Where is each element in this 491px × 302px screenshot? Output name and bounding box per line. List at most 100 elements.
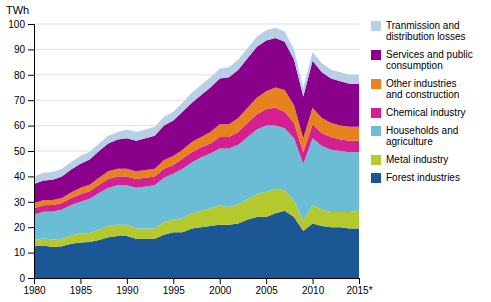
y-axis: 0 10 20 30 40 50 60 70 80 90 100 bbox=[8, 19, 34, 284]
legend-label-line: Tranmission and bbox=[386, 20, 460, 31]
y-tick-mark bbox=[28, 75, 34, 76]
y-tick-mark bbox=[28, 176, 34, 177]
chart: 1980 1985 1990 1995 2000 2005 2010 2015* 0 10 20 30… bbox=[0, 0, 491, 302]
y-tick-mark bbox=[28, 126, 34, 127]
area bbox=[34, 28, 359, 184]
y-tick-label: 70 bbox=[14, 95, 26, 106]
y-tick-mark bbox=[28, 24, 34, 25]
y-tick: 90 bbox=[14, 44, 34, 55]
x-axis: 1980 1985 1990 1995 2000 2005 2010 2015* bbox=[23, 278, 372, 296]
legend-item: Households andagriculture bbox=[371, 125, 458, 147]
x-tick-mark bbox=[313, 278, 314, 284]
y-tick: 60 bbox=[14, 120, 34, 131]
legend-label: Metal industry bbox=[386, 154, 448, 165]
y-tick-mark bbox=[28, 253, 34, 254]
legend-label-line: Households and bbox=[386, 125, 458, 136]
x-tick-mark bbox=[359, 278, 360, 284]
legend-label: Tranmission anddistribution losses bbox=[386, 20, 465, 42]
y-tick: 30 bbox=[14, 197, 34, 208]
y-tick-label: 10 bbox=[14, 247, 26, 258]
plot: 1980 1985 1990 1995 2000 2005 2010 2015* 0 10 20 30… bbox=[8, 19, 372, 296]
legend-label-line: distribution losses bbox=[386, 31, 465, 42]
y-tick-label: 80 bbox=[14, 70, 26, 81]
legend-label: Households andagriculture bbox=[386, 125, 458, 147]
legend-label-line: Chemical industry bbox=[386, 107, 465, 118]
legend-item: Forest industries bbox=[371, 172, 460, 183]
x-tick: 2000 bbox=[209, 278, 232, 296]
x-tick: 1990 bbox=[116, 278, 139, 296]
x-tick-label: 1995 bbox=[163, 285, 186, 296]
legend-swatch bbox=[371, 79, 381, 89]
y-tick-label: 40 bbox=[14, 171, 26, 182]
y-tick: 80 bbox=[14, 70, 34, 81]
legend-label: Services and publicconsumption bbox=[386, 49, 473, 71]
legend-label-line: Other industries bbox=[386, 78, 457, 89]
legend-item: Tranmission anddistribution losses bbox=[371, 20, 465, 42]
y-tick: 40 bbox=[14, 171, 34, 182]
legend-label-line: and construction bbox=[386, 89, 459, 100]
x-tick: 1985 bbox=[70, 278, 93, 296]
y-axis-line bbox=[28, 25, 35, 279]
x-axis-line bbox=[35, 279, 360, 285]
y-tick-label: 0 bbox=[19, 273, 25, 284]
x-tick-label: 1990 bbox=[116, 285, 139, 296]
x-tick: 1995 bbox=[163, 278, 186, 296]
x-tick-label: 2015* bbox=[346, 285, 372, 296]
y-tick: 0 bbox=[19, 273, 34, 284]
y-tick-label: 90 bbox=[14, 44, 26, 55]
y-tick-label: 100 bbox=[8, 19, 25, 30]
grid-line bbox=[34, 49, 359, 50]
y-tick-mark bbox=[28, 151, 34, 152]
legend-swatch bbox=[371, 155, 381, 165]
legend-label-line: Forest industries bbox=[386, 172, 460, 183]
legend-swatch bbox=[371, 108, 381, 118]
x-tick: 1980 bbox=[23, 278, 46, 296]
legend-item: Services and publicconsumption bbox=[371, 49, 473, 71]
y-tick-mark bbox=[28, 100, 34, 101]
areas bbox=[34, 28, 359, 278]
y-tick: 10 bbox=[14, 247, 34, 258]
x-tick-mark bbox=[220, 278, 221, 284]
x-tick-label: 1980 bbox=[23, 285, 46, 296]
legend-swatch bbox=[371, 173, 381, 183]
y-tick-label: 60 bbox=[14, 120, 26, 131]
y-tick: 100 bbox=[8, 19, 34, 30]
legend-swatch bbox=[371, 126, 381, 136]
y-tick-mark bbox=[28, 278, 34, 279]
x-tick-mark bbox=[173, 278, 174, 284]
x-tick: 2015* bbox=[346, 278, 372, 296]
legend-swatch bbox=[371, 50, 381, 60]
legend-label: Forest industries bbox=[386, 172, 460, 183]
legend-item: Other industriesand construction bbox=[371, 78, 459, 100]
x-tick-label: 2010 bbox=[302, 285, 325, 296]
y-tick-label: 30 bbox=[14, 197, 26, 208]
legend-label-line: consumption bbox=[386, 60, 443, 71]
y-tick-mark bbox=[28, 202, 34, 203]
x-tick: 2005 bbox=[256, 278, 279, 296]
legend-item: Metal industry bbox=[371, 154, 448, 165]
grid-line bbox=[34, 24, 359, 25]
legend-item: Chemical industry bbox=[371, 107, 465, 118]
x-tick-label: 2005 bbox=[256, 285, 279, 296]
legend-label-line: Services and public bbox=[386, 49, 473, 60]
y-axis-title: TWh bbox=[6, 4, 29, 16]
legend-swatch bbox=[371, 21, 381, 31]
y-tick: 50 bbox=[14, 146, 34, 157]
x-tick: 2010 bbox=[302, 278, 325, 296]
x-tick-label: 2000 bbox=[209, 285, 232, 296]
y-tick-label: 50 bbox=[14, 146, 26, 157]
legend: Tranmission anddistribution losses Servic… bbox=[371, 20, 473, 183]
y-tick: 20 bbox=[14, 222, 34, 233]
legend-label-line: Metal industry bbox=[386, 154, 448, 165]
legend-label: Chemical industry bbox=[386, 107, 465, 118]
x-tick-mark bbox=[266, 278, 267, 284]
grid bbox=[34, 24, 359, 278]
x-tick-mark bbox=[127, 278, 128, 284]
y-tick-mark bbox=[28, 227, 34, 228]
y-tick: 70 bbox=[14, 95, 34, 106]
legend-label-line: agriculture bbox=[386, 136, 433, 147]
y-tick-label: 20 bbox=[14, 222, 26, 233]
legend-label: Other industriesand construction bbox=[386, 78, 459, 100]
y-tick-mark bbox=[28, 49, 34, 50]
x-tick-label: 1985 bbox=[70, 285, 93, 296]
